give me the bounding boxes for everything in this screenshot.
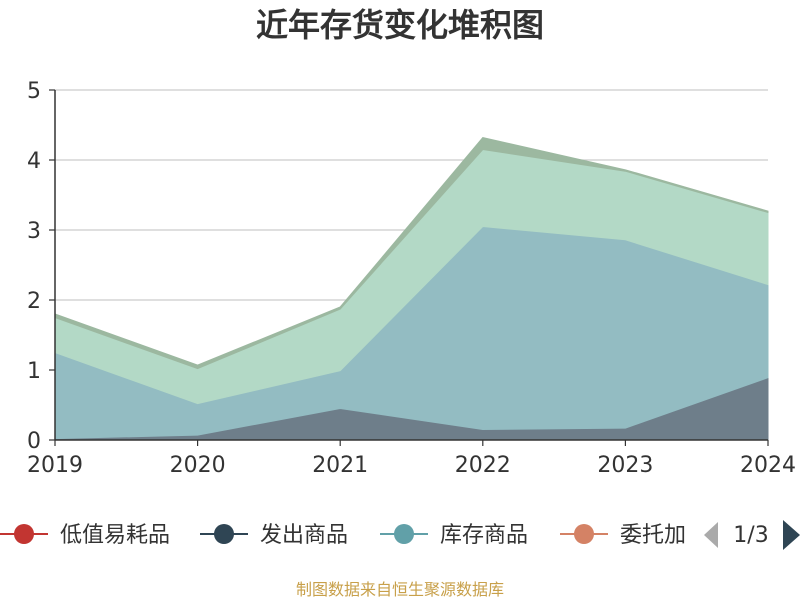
- y-tick-label: 5: [27, 79, 41, 104]
- y-tick-label: 3: [27, 219, 41, 244]
- y-tick-label: 0: [27, 429, 41, 454]
- x-tick-label: 2021: [312, 453, 368, 478]
- legend-label: 库存商品: [440, 523, 528, 548]
- axes: 0 1 2 3 4 5 2019 2020 2021 2022 2023 2024: [27, 79, 796, 478]
- y-tick-label: 2: [27, 289, 41, 314]
- area-series-group: [54, 137, 769, 441]
- legend-marker-icon: [574, 524, 594, 544]
- x-tick-label: 2022: [455, 453, 511, 478]
- legend-item[interactable]: 委托加: [560, 523, 686, 548]
- y-tick-label: 1: [27, 359, 41, 384]
- legend-marker-icon: [214, 524, 234, 544]
- legend-marker-icon: [14, 524, 34, 544]
- area-series-4: [54, 137, 769, 370]
- legend-item[interactable]: 库存商品: [380, 523, 528, 548]
- x-tick-label: 2019: [27, 453, 83, 478]
- legend-item[interactable]: 发出商品: [200, 523, 348, 548]
- legend-prev-icon[interactable]: [704, 522, 718, 548]
- chart-title: 近年存货变化堆积图: [256, 6, 544, 44]
- legend-page-indicator: 1/3: [733, 523, 768, 548]
- y-tick-label: 4: [27, 149, 41, 174]
- x-tick-label: 2024: [740, 453, 796, 478]
- x-tick-label: 2023: [597, 453, 653, 478]
- x-tick-label: 2020: [170, 453, 226, 478]
- legend-item[interactable]: 低值易耗品: [0, 523, 170, 548]
- legend-next-icon[interactable]: [783, 520, 800, 550]
- source-note: 制图数据来自恒生聚源数据库: [296, 580, 504, 599]
- legend-label: 委托加: [620, 523, 686, 548]
- legend-label: 低值易耗品: [60, 523, 170, 548]
- legend-label: 发出商品: [260, 523, 348, 548]
- legend-marker-icon: [394, 524, 414, 544]
- legend: 低值易耗品 发出商品 库存商品 委托加 1/3: [0, 520, 800, 550]
